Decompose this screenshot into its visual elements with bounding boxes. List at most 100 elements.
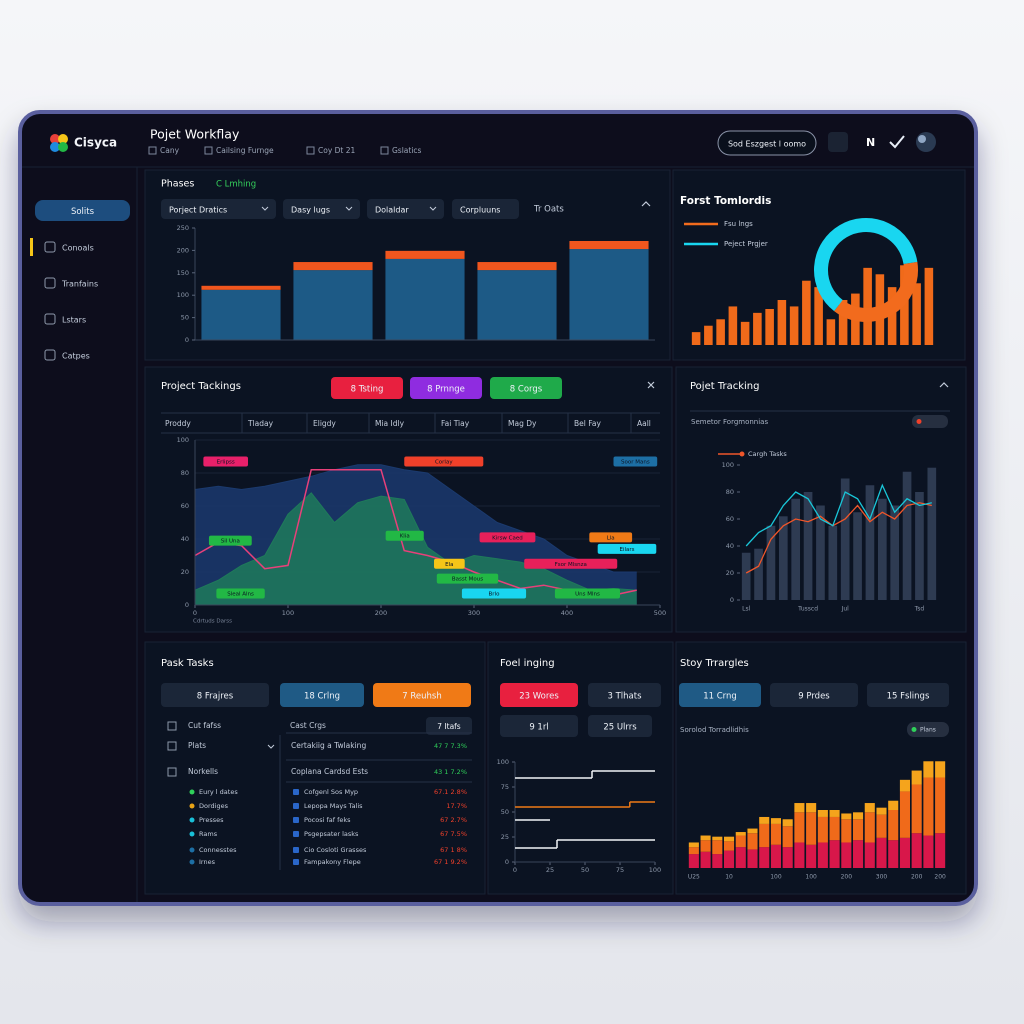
bar [841,813,852,820]
bar [888,810,899,841]
list-title: Cast Crgs [290,721,326,730]
active-indicator [30,238,33,256]
tag-button[interactable] [588,715,652,737]
task-label: Eilars [619,547,634,553]
row-icon [293,859,299,865]
filter-dropdown[interactable] [161,199,276,219]
chevron [429,206,437,211]
tag-button[interactable] [500,683,578,707]
panel-title: Pask Tasks [161,658,214,669]
bar [890,505,900,600]
bar [817,842,828,868]
tag-button[interactable] [500,715,578,737]
filter-dropdown-label: Porject Dratics [169,206,227,215]
y-tick-label: 50 [501,808,509,816]
bar [688,847,699,855]
tag-button-label: 8 Prnnge [427,385,465,395]
bar [700,851,711,868]
row-value: 43 1 7.2% [434,768,467,776]
bar [201,289,281,340]
tag-button[interactable] [867,683,949,707]
filter-dropdown-label: Dasy lugs [291,206,330,215]
tag-button[interactable] [331,377,403,399]
tag-button-label: 18 Crlng [304,692,340,702]
task-bar [203,456,249,467]
item-dot [189,817,195,823]
group-label: Plats [188,741,206,750]
bar [700,835,711,841]
row-value: 67 1 9.2% [434,858,467,866]
bar [888,840,899,868]
row-value: 67 2.7% [440,816,467,824]
y-tick-label: 60 [726,515,734,523]
tag-button[interactable] [679,683,761,707]
count-badge[interactable] [426,717,472,735]
filter-dropdown[interactable] [283,199,360,219]
tag-button[interactable] [588,683,661,707]
bar [770,818,781,824]
search-box[interactable] [717,130,817,156]
bar [712,854,723,868]
bar [754,548,763,600]
bar [817,816,828,843]
y-tick-label: 200 [177,246,189,254]
task-bar [216,588,265,599]
count-badge-label: 7 Itafs [437,722,461,731]
task-label: Kirsw Caed [492,535,523,541]
panel-title: Stoy Trrargles [680,658,749,669]
task-item: Dordiges [199,802,229,810]
bar [853,840,864,868]
tag-button-label: 9 1rl [529,723,548,733]
bar [816,505,825,600]
panel-icons[interactable] [641,201,949,389]
x-tick-label: Tsd [914,606,925,613]
task-item: Irnes [199,858,216,866]
area-outline [194,492,637,591]
bar [789,306,799,345]
row-value: 67.1 2.8% [434,788,467,796]
tag-button[interactable] [280,683,364,707]
icon-button[interactable] [828,132,848,152]
bar [853,512,862,600]
row-label: Psgepsater lasks [304,830,359,838]
bar [770,823,781,845]
bar [569,240,649,250]
sidebar-button[interactable] [35,200,130,221]
subtitle: Sorolod Torradlidhis [680,726,749,734]
y-tick-label: 40 [726,542,734,550]
bar [902,471,912,600]
x-tick-label: 100 [649,866,661,874]
bar [728,306,738,345]
breadcrumb: Gslatics [392,146,422,155]
legend-dot [739,451,745,457]
filter-dropdown[interactable] [452,199,519,219]
avatar[interactable] [916,132,936,152]
tag-button[interactable] [490,377,562,399]
bar [782,847,793,868]
row-icon [293,847,299,853]
bar [829,816,840,841]
filter-dropdown[interactable] [367,199,444,219]
tag-button[interactable] [410,377,482,399]
tag-button[interactable] [770,683,858,707]
check-icon[interactable] [889,135,905,149]
task-label: Ela [445,562,453,568]
row-label: Coplana Cardsd Ests [291,767,368,776]
x-tick-label: 400 [561,609,573,617]
bar [747,833,758,850]
bar [794,842,805,868]
breadcrumb-icon [148,146,157,155]
bar [759,823,770,848]
task-label: Brlo [489,591,501,597]
bar [735,832,746,836]
bar [912,283,921,345]
bar [385,250,465,259]
tag-button[interactable] [161,683,269,707]
bar [923,761,934,778]
tag-button-label: 15 Fslings [887,692,930,702]
tag-button[interactable] [373,683,471,707]
row-label: Fampakony Flepe [304,858,361,866]
item-dot [189,859,195,865]
x-tick-label: 300 [468,609,480,617]
